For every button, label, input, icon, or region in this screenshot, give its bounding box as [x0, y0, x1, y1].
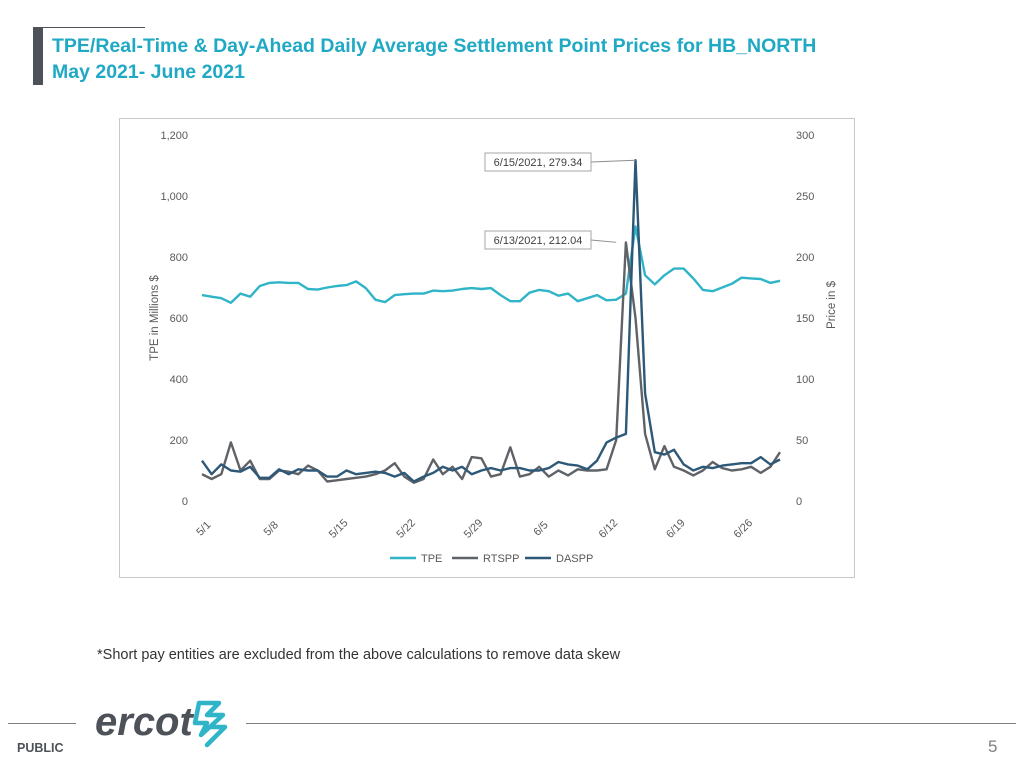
annotation-box — [484, 230, 592, 250]
ercot-lightning-icon — [192, 700, 228, 748]
y-tick-label-left: 600 — [170, 313, 188, 325]
logo-text: ercot — [95, 700, 194, 744]
annotation-leader-line — [590, 239, 617, 243]
footnote: *Short pay entities are excluded from th… — [97, 647, 621, 663]
y-tick-label-right: 50 — [796, 435, 808, 447]
y-tick-label-right: 300 — [796, 130, 814, 142]
y-tick-label-right: 150 — [796, 313, 814, 325]
ercot-logo: ercot — [95, 697, 235, 756]
annotation-leader-line — [590, 159, 636, 163]
title-line-2: May 2021- June 2021 — [52, 61, 245, 83]
price-chart: 0 200 400 600 800 1,000 1,200 0 50 100 150 200 250 30… — [149, 130, 838, 565]
legend-label-rtspp: RTSPP — [483, 553, 519, 565]
y-tick-label-left: 1,000 — [160, 191, 188, 203]
x-tick-label: 5/29 — [462, 517, 486, 541]
page-number: 5 — [988, 737, 998, 756]
y-tick-label-left: 0 — [182, 496, 188, 508]
y-tick-label-left: 1,200 — [160, 130, 188, 142]
y-tick-label-right: 100 — [796, 374, 814, 386]
y-tick-label-right: 0 — [796, 496, 802, 508]
x-tick-label: 6/5 — [531, 519, 550, 538]
legend-label-daspp: DASPP — [556, 553, 593, 565]
y-axis-title-right: Price in $ — [826, 280, 838, 329]
slide-title: TPE/Real-Time & Day-Ahead Daily Average … — [52, 33, 816, 85]
y-tick-label-left: 800 — [170, 252, 188, 264]
title-accent-bar — [33, 27, 43, 85]
y-tick-label-left: 200 — [170, 435, 188, 447]
series-line-daspp — [201, 159, 781, 483]
x-tick-label: 5/1 — [194, 519, 213, 538]
annotation-label: 6/15/2021, 279.34 — [494, 157, 583, 169]
footer-divider-right — [246, 723, 1016, 724]
y-axis-title-left: TPE in Millions $ — [149, 275, 161, 361]
title-accent-line — [43, 27, 145, 28]
x-tick-label: 5/22 — [394, 517, 418, 541]
annotation-label: 6/13/2021, 212.04 — [494, 235, 583, 247]
x-tick-label: 6/12 — [597, 517, 621, 541]
y-tick-label-right: 200 — [796, 252, 814, 264]
x-tick-label: 6/26 — [732, 517, 756, 541]
legend-label-tpe: TPE — [421, 553, 442, 565]
x-tick-label: 5/15 — [327, 517, 351, 541]
classification-label: PUBLIC — [17, 741, 64, 755]
x-tick-label: 5/8 — [262, 519, 281, 538]
series-line-rtspp — [201, 241, 782, 484]
title-line-1: TPE/Real-Time & Day-Ahead Daily Average … — [52, 35, 817, 57]
footer-divider-left — [8, 723, 76, 724]
annotation-box — [484, 152, 592, 172]
x-tick-label: 6/19 — [664, 517, 688, 541]
y-tick-label-right: 250 — [796, 191, 814, 203]
series-line-tpe — [201, 225, 781, 305]
y-tick-label-left: 400 — [170, 374, 188, 386]
chart-frame: 0 200 400 600 800 1,000 1,200 0 50 100 150 200 250 30… — [119, 118, 855, 578]
